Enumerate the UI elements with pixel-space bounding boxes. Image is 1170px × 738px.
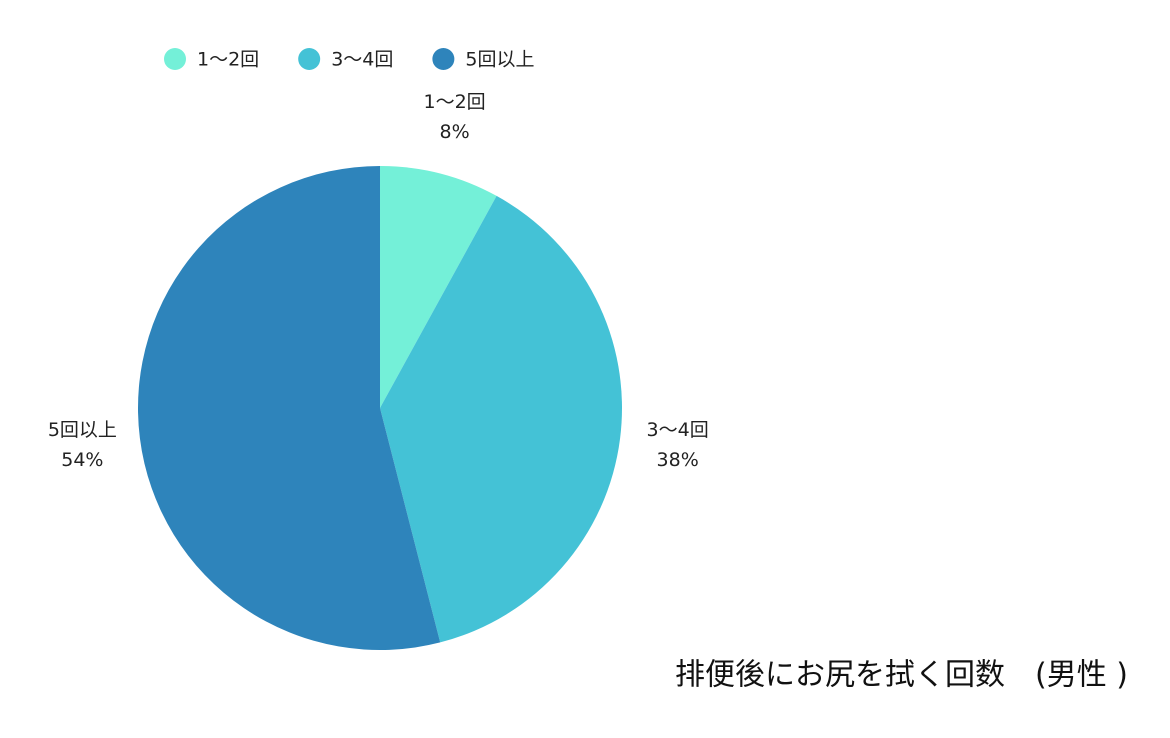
pie-slice <box>380 166 497 408</box>
slice-value-label: 8% <box>440 121 470 143</box>
slice-value-label: 54% <box>61 449 103 471</box>
slice-category-label: 3～4回 <box>647 419 709 441</box>
slice-category-label: 1～2回 <box>424 91 486 113</box>
legend-label: 1～2回 <box>197 49 259 71</box>
legend-label: 5回以上 <box>465 49 534 71</box>
legend-swatch <box>298 48 321 70</box>
slice-value-label: 38% <box>657 449 699 471</box>
pie-slice <box>137 166 441 650</box>
pie-slice <box>380 195 622 643</box>
slice-category-label: 5回以上 <box>48 419 117 441</box>
legend-swatch <box>164 48 186 70</box>
legend-swatch <box>432 48 455 70</box>
legend-label: 3～4回 <box>331 49 393 71</box>
chart-title: 排便後にお尻を拭く回数 (男性 ) <box>675 658 1128 693</box>
